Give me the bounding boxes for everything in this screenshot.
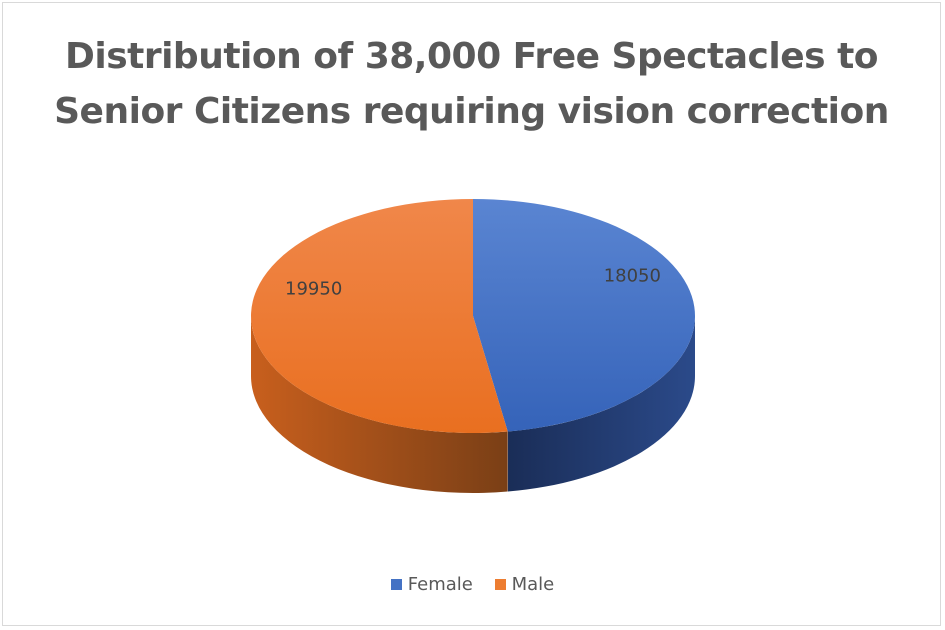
legend-item-female: Female — [390, 574, 473, 595]
legend-label-female: Female — [407, 574, 473, 595]
pie-slice-female — [473, 199, 696, 432]
legend-item-male: Male — [494, 574, 555, 595]
legend-label-male: Male — [511, 574, 555, 595]
chart-legend: Female Male — [0, 574, 945, 595]
chart-title-line-1: Distribution of 38,000 Free Spectacles t… — [64, 36, 879, 77]
data-label-male: 19950 — [285, 279, 342, 300]
data-label-female: 18050 — [604, 265, 661, 286]
legend-swatch-male — [494, 579, 506, 590]
pie-side-male — [251, 316, 508, 493]
chart-title: Distribution of 38,000 Free Spectacles t… — [3, 29, 940, 139]
chart-title-line-2: Senior Citizens requiring vision correct… — [54, 91, 889, 132]
pie-slice-male — [251, 199, 508, 433]
pie-side-female — [507, 316, 695, 492]
legend-swatch-female — [390, 579, 402, 590]
